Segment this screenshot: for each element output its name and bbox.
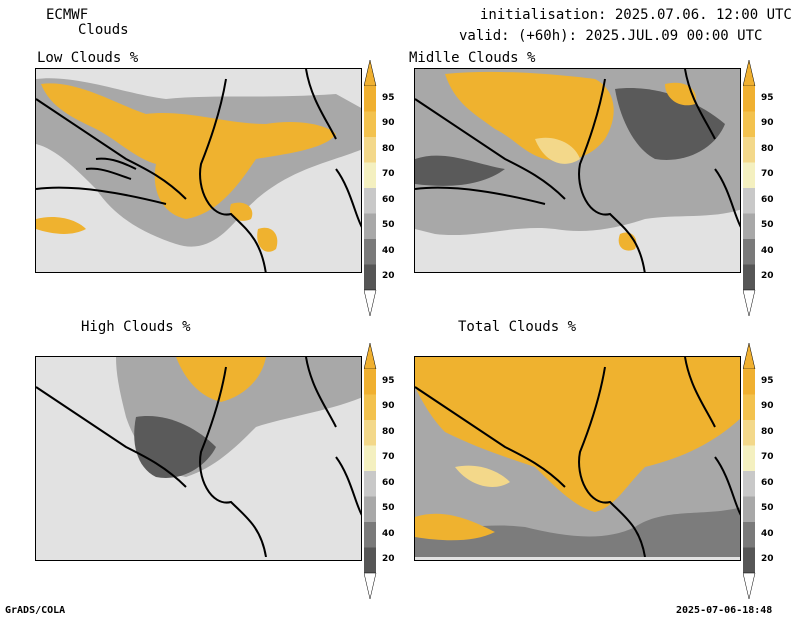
colorbar-tick-label: 50 bbox=[382, 220, 395, 231]
colorbar-segment bbox=[743, 239, 755, 265]
colorbar-tick-label: 20 bbox=[761, 271, 774, 282]
map-high-clouds bbox=[35, 356, 362, 561]
colorbar-tick-label: 90 bbox=[382, 118, 395, 129]
high-clouds-field bbox=[36, 357, 361, 557]
colorbar-tick-label: 70 bbox=[382, 452, 395, 463]
panel-title-high: High Clouds % bbox=[81, 319, 191, 335]
colorbar-tick-label: 95 bbox=[761, 92, 774, 103]
colorbar-high: 95 90 80 70 60 50 40 20 bbox=[364, 343, 404, 599]
colorbar-graphic bbox=[743, 343, 756, 599]
colorbar-tick-label: 20 bbox=[761, 554, 774, 565]
colorbar-segment bbox=[743, 264, 755, 290]
colorbar-tick-label: 70 bbox=[761, 452, 774, 463]
colorbar-top-arrow bbox=[364, 60, 377, 87]
colorbar-segment bbox=[743, 471, 755, 497]
map-middle-clouds bbox=[414, 68, 741, 273]
panel-title-total: Total Clouds % bbox=[458, 319, 577, 335]
colorbar-segment bbox=[364, 86, 376, 112]
low-clouds-field bbox=[36, 69, 361, 272]
colorbar-tick-label: 95 bbox=[382, 92, 395, 103]
colorbar-tick-label: 20 bbox=[382, 554, 395, 565]
colorbar-tick-label: 40 bbox=[382, 528, 395, 539]
colorbar-segment bbox=[364, 162, 376, 188]
colorbar-tick-label: 70 bbox=[761, 169, 774, 180]
init-time: initialisation: 2025.07.06. 12:00 UTC bbox=[480, 7, 792, 23]
colorbar-segment bbox=[364, 188, 376, 214]
colorbar-tick-label: 20 bbox=[382, 271, 395, 282]
panel-title-middle: Midlle Clouds % bbox=[409, 50, 536, 66]
colorbar-tick-label: 80 bbox=[761, 143, 774, 154]
colorbar-segment bbox=[743, 420, 755, 446]
colorbar-segment bbox=[743, 369, 755, 395]
colorbar-segment bbox=[364, 547, 376, 573]
colorbar-tick-label: 70 bbox=[382, 169, 395, 180]
colorbar-tick-label: 50 bbox=[761, 220, 774, 231]
colorbar-tick-label: 80 bbox=[761, 426, 774, 437]
colorbar-segment bbox=[364, 394, 376, 420]
colorbar-tick-label: 90 bbox=[382, 401, 395, 412]
colorbar-segment bbox=[743, 86, 755, 112]
colorbar-segment bbox=[743, 213, 755, 239]
colorbar-tick-label: 50 bbox=[382, 503, 395, 514]
colorbar-top-arrow bbox=[743, 60, 756, 87]
colorbar-segment bbox=[743, 445, 755, 471]
colorbar-segment bbox=[743, 496, 755, 522]
colorbar-tick-label: 60 bbox=[761, 194, 774, 205]
panel-title-low: Low Clouds % bbox=[37, 50, 139, 66]
valid-time: valid: (+60h): 2025.JUL.09 00:00 UTC bbox=[459, 28, 763, 44]
colorbar-segment bbox=[743, 111, 755, 137]
colorbar-segment bbox=[743, 188, 755, 214]
colorbar-bottom-arrow bbox=[743, 572, 756, 599]
colorbar-top-arrow bbox=[364, 343, 377, 370]
colorbar-bottom-arrow bbox=[743, 289, 756, 316]
colorbar-tick-label: 60 bbox=[382, 477, 395, 488]
colorbar-segment bbox=[364, 264, 376, 290]
colorbar-tick-label: 60 bbox=[382, 194, 395, 205]
colorbar-low: 95 90 80 70 60 50 40 20 bbox=[364, 60, 404, 316]
colorbar-tick-label: 95 bbox=[761, 375, 774, 386]
product-label: Clouds bbox=[78, 22, 129, 38]
map-low-clouds bbox=[35, 68, 362, 273]
colorbar-segment bbox=[364, 445, 376, 471]
colorbar-segment bbox=[743, 137, 755, 163]
colorbar-bottom-arrow bbox=[364, 289, 377, 316]
colorbar-graphic bbox=[743, 60, 756, 316]
map-total-clouds bbox=[414, 356, 741, 561]
colorbar-top-arrow bbox=[743, 343, 756, 370]
colorbar-total: 95 90 80 70 60 50 40 20 bbox=[743, 343, 783, 599]
colorbar-segment bbox=[743, 162, 755, 188]
colorbar-tick-label: 60 bbox=[761, 477, 774, 488]
colorbar-tick-label: 40 bbox=[382, 245, 395, 256]
colorbar-bottom-arrow bbox=[364, 572, 377, 599]
footer-right: 2025-07-06-18:48 bbox=[676, 605, 773, 616]
colorbar-segment bbox=[743, 522, 755, 548]
colorbar-tick-label: 50 bbox=[761, 503, 774, 514]
colorbar-tick-label: 40 bbox=[761, 245, 774, 256]
colorbar-segment bbox=[364, 522, 376, 548]
colorbar-segment bbox=[364, 471, 376, 497]
colorbar-segment bbox=[364, 213, 376, 239]
colorbar-tick-label: 40 bbox=[761, 528, 774, 539]
colorbar-segment bbox=[364, 239, 376, 265]
colorbar-segment bbox=[364, 369, 376, 395]
colorbar-middle: 95 90 80 70 60 50 40 20 bbox=[743, 60, 783, 316]
colorbar-segment bbox=[743, 547, 755, 573]
colorbar-segment bbox=[364, 137, 376, 163]
colorbar-graphic bbox=[364, 60, 377, 316]
colorbar-tick-label: 90 bbox=[761, 401, 774, 412]
colorbar-tick-label: 95 bbox=[382, 375, 395, 386]
colorbar-segment bbox=[364, 111, 376, 137]
colorbar-segment bbox=[364, 496, 376, 522]
middle-clouds-field bbox=[415, 69, 740, 272]
colorbar-graphic bbox=[364, 343, 377, 599]
model-label: ECMWF bbox=[46, 7, 89, 23]
colorbar-tick-label: 80 bbox=[382, 426, 395, 437]
colorbar-segment bbox=[743, 394, 755, 420]
colorbar-tick-label: 80 bbox=[382, 143, 395, 154]
total-clouds-field bbox=[415, 357, 740, 557]
footer-left: GrADS/COLA bbox=[5, 605, 66, 616]
colorbar-tick-label: 90 bbox=[761, 118, 774, 129]
colorbar-segment bbox=[364, 420, 376, 446]
